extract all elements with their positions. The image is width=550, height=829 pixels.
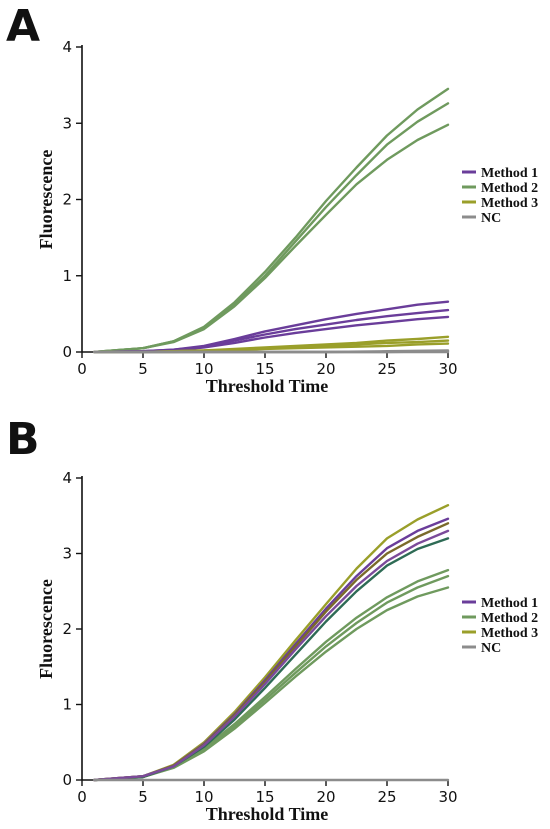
panel-b-legend-label-method-1: Method 1 — [481, 596, 538, 611]
panel-b-legend-label-method-2: Method 2 — [481, 611, 538, 626]
panel-b-series-method-3-line-5 — [93, 504, 450, 782]
panel-b-x-tick-label: 15 — [255, 788, 274, 806]
panel-b-x-axis-title: Threshold Time — [206, 804, 329, 824]
panel-a-x-tick-label: 15 — [255, 360, 274, 378]
panel-a-x-tick-label: 20 — [316, 360, 335, 378]
panel-a-y-tick-label: 2 — [62, 191, 72, 209]
panel-b-legend-label-nc: NC — [481, 641, 501, 656]
panel-a-legend-label-method-3: Method 3 — [481, 196, 538, 211]
panel-b-y-axis-title: Fluorescence — [36, 579, 56, 679]
panel-a-x-tick-label: 0 — [77, 360, 87, 378]
panel-b-y-tick-label: 2 — [62, 620, 72, 638]
panel-b-y-tick-label: 1 — [62, 696, 72, 714]
panel-a-x-tick-label: 5 — [138, 360, 148, 378]
panel-a-y-tick-label: 3 — [62, 114, 72, 132]
panel-a-series-method-2-line-3 — [93, 123, 450, 354]
panel-a-x-tick-label: 30 — [438, 360, 457, 378]
panel-b-x-tick-label: 5 — [138, 788, 148, 806]
panel-a-y-tick-label: 4 — [62, 38, 72, 56]
panel-b-y-tick-label: 4 — [62, 469, 72, 487]
panel-a-x-tick-label: 25 — [377, 360, 396, 378]
panel-label-b: B — [6, 414, 40, 465]
panel-b-series-method-1-line-8 — [93, 529, 450, 782]
panel-b-x-tick-label: 20 — [316, 788, 335, 806]
panel-a-legend-label-method-2: Method 2 — [481, 181, 538, 196]
panel-a-y-tick-label: 1 — [62, 267, 72, 285]
panel-b-y-tick-label: 0 — [62, 771, 72, 789]
panel-b-x-tick-label: 25 — [377, 788, 396, 806]
panel-b-series-method-1-line-6 — [93, 517, 450, 782]
panel-a-series-method-2-line-1 — [93, 87, 450, 354]
panel-a-y-axis-title: Fluorescence — [36, 150, 56, 250]
panel-label-a: A — [6, 1, 41, 52]
panel-b-y-tick-label: 3 — [62, 545, 72, 563]
panel-b-series-method-2-line-3 — [93, 586, 450, 782]
panel-b-series-method-2-line-4 — [93, 537, 450, 782]
panel-b-x-tick-label: 0 — [77, 788, 87, 806]
panel-a-legend-label-method-1: Method 1 — [481, 166, 538, 181]
panel-a-y-tick-label: 0 — [62, 343, 72, 361]
panel-a-x-tick-label: 10 — [194, 360, 213, 378]
panel-b-x-tick-label: 10 — [194, 788, 213, 806]
panel-a-x-axis-title: Threshold Time — [206, 376, 329, 396]
panel-b-x-tick-label: 30 — [438, 788, 457, 806]
panel-a-legend-label-nc: NC — [481, 211, 501, 226]
panel-b-legend-label-method-3: Method 3 — [481, 626, 538, 641]
